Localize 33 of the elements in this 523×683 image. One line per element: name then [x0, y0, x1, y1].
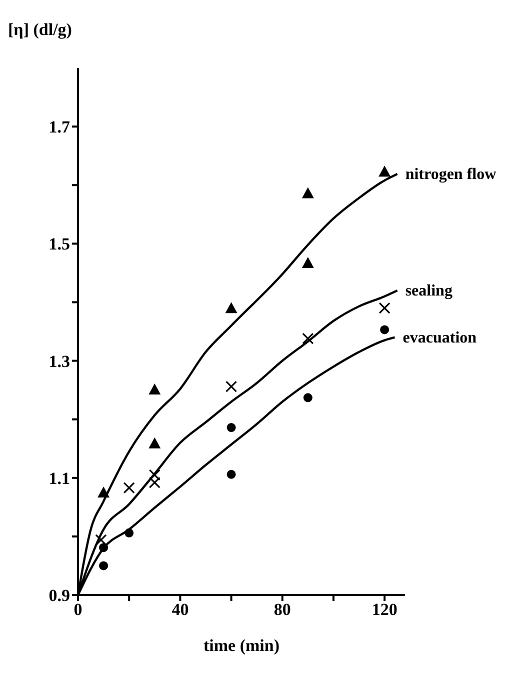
point — [302, 256, 314, 268]
point — [380, 325, 390, 334]
point — [226, 470, 236, 479]
point — [225, 302, 238, 314]
point — [99, 543, 108, 552]
point — [303, 393, 312, 402]
point — [99, 561, 108, 570]
x-tick-label: 120 — [372, 600, 398, 620]
y-tick-label: 1.1 — [48, 468, 70, 488]
y-tick-label: 0.9 — [48, 586, 70, 606]
point — [378, 166, 391, 177]
y-tick-label: 1.3 — [48, 352, 70, 371]
point — [124, 528, 134, 538]
x-tick-label: 40 — [172, 600, 189, 620]
series-label: nitrogen flow — [405, 166, 497, 183]
y-tick-label: 1.5 — [48, 234, 70, 254]
point — [95, 534, 107, 546]
series-label: evacuation — [402, 329, 477, 346]
y-tick-label: 1.7 — [48, 118, 70, 137]
point — [378, 302, 390, 314]
point — [302, 332, 314, 344]
point — [226, 423, 236, 432]
series-label: sealing — [405, 282, 452, 300]
y-axis-title: [η] (dl/g) — [8, 20, 72, 40]
point — [148, 437, 161, 448]
point — [98, 486, 110, 498]
point — [123, 482, 135, 494]
x-tick-label: 0 — [74, 600, 82, 620]
x-tick-label: 80 — [274, 600, 291, 620]
point — [302, 187, 314, 198]
x-axis-title: time (min) — [203, 636, 280, 655]
point — [148, 383, 161, 394]
point — [225, 380, 238, 392]
